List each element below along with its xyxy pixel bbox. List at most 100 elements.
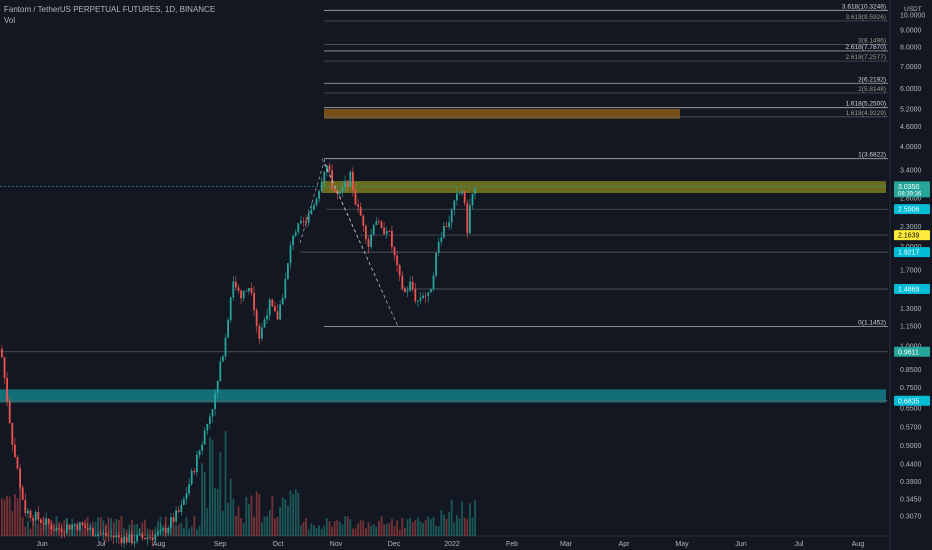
volume-bar xyxy=(292,494,294,536)
level-badge-0-6835[interactable] xyxy=(894,395,930,406)
volume-bar xyxy=(414,520,417,536)
time-label-12: Jun xyxy=(735,541,746,548)
volume-bar xyxy=(388,522,391,536)
fib-extension-drawing[interactable]: 3.618(10.3248)3.618(9.5926)3(8.1496)2.61… xyxy=(299,3,888,328)
candle xyxy=(261,327,263,339)
candle xyxy=(263,319,266,328)
candle xyxy=(414,288,417,302)
level-badge-0-9611[interactable] xyxy=(894,346,930,357)
candle xyxy=(424,295,427,297)
volume-bar xyxy=(352,528,354,536)
candle xyxy=(385,231,388,235)
candle xyxy=(167,527,170,533)
level-badge-2-5906[interactable] xyxy=(894,204,930,215)
volume-bar xyxy=(248,504,250,536)
current-price-badge[interactable] xyxy=(894,181,930,198)
volume-bar xyxy=(190,526,193,536)
candle xyxy=(287,263,289,280)
candle xyxy=(201,444,203,451)
price-tick-label: 1.3000 xyxy=(900,306,922,313)
candle xyxy=(1,348,3,358)
candle xyxy=(11,423,14,445)
price-tick-label: 6.0000 xyxy=(900,86,922,93)
time-label-10: Apr xyxy=(619,541,631,548)
volume-bar xyxy=(318,525,320,536)
candle xyxy=(219,361,222,382)
volume-bar xyxy=(474,500,476,536)
volume-bar xyxy=(3,499,6,536)
volume-bar xyxy=(73,523,76,536)
candle xyxy=(346,180,349,187)
candle xyxy=(216,381,219,394)
candle xyxy=(281,297,284,305)
level-badge-1-4869[interactable] xyxy=(894,284,930,295)
candle xyxy=(66,524,68,533)
volume-bar xyxy=(448,512,450,536)
time-label-5: Nov xyxy=(330,541,343,548)
candle xyxy=(274,306,276,312)
candle xyxy=(466,202,469,234)
volume-bar xyxy=(180,522,183,536)
price-tick-label: 2.8000 xyxy=(900,196,922,203)
candle xyxy=(289,245,292,264)
volume-bar xyxy=(435,525,437,536)
volume-bar xyxy=(19,485,21,536)
candle xyxy=(159,530,162,533)
candle xyxy=(229,297,232,321)
volume-bar xyxy=(63,520,66,536)
price-axis-bg xyxy=(892,0,932,550)
volume-bar xyxy=(68,529,71,536)
price-axis[interactable]: 10.0000 9.0000 8.0000 7.0000 6.0000 5.2000 4.6… xyxy=(892,0,932,550)
candle xyxy=(271,299,274,307)
volume-bar xyxy=(1,498,3,536)
fib-label-6: 2(5.8148) xyxy=(858,86,886,93)
fib-label-4: 2.618(7.2577) xyxy=(846,54,886,61)
volume-bar xyxy=(222,510,224,536)
volume-bar xyxy=(404,528,406,536)
candle xyxy=(443,225,445,238)
time-label-0: Jun xyxy=(36,541,47,548)
currency-label[interactable]: USDT xyxy=(904,6,922,13)
candle xyxy=(55,527,58,531)
volume-bar xyxy=(302,522,305,536)
price-tick-label: 5.2000 xyxy=(900,107,922,114)
price-tick-label: 0.3450 xyxy=(900,497,922,504)
volume-bar xyxy=(333,521,336,536)
volume-bar xyxy=(258,494,261,536)
candle xyxy=(141,533,144,538)
candle xyxy=(357,204,359,208)
candle xyxy=(266,315,268,320)
volume-bar xyxy=(271,496,274,536)
volume-bar xyxy=(440,510,443,536)
volume-bar xyxy=(242,523,245,536)
candle xyxy=(144,537,146,540)
price-tick-label: 0.3900 xyxy=(900,479,922,486)
time-axis[interactable]: Jun Jul Aug Sep Oct Nov Dec 2022 Feb Mar Apr May Jun… xyxy=(36,541,864,548)
level-badge-2-1639[interactable] xyxy=(894,230,930,241)
candle xyxy=(401,275,404,289)
candle xyxy=(406,290,409,292)
candle xyxy=(331,170,333,190)
fib-label-9: 1(3.6822) xyxy=(858,152,886,159)
volume-bar xyxy=(37,523,40,536)
volume-bar xyxy=(193,516,196,536)
volume-bar xyxy=(144,519,146,536)
volume-bar xyxy=(141,522,144,536)
candle xyxy=(63,532,66,533)
volume-bar xyxy=(383,524,385,536)
volume-bar xyxy=(375,526,378,536)
candle xyxy=(157,532,159,535)
volume-bar xyxy=(123,527,125,536)
candle xyxy=(99,533,102,535)
volume-bar xyxy=(276,516,279,536)
time-label-4: Oct xyxy=(273,541,284,548)
level-badge-1-9217[interactable] xyxy=(894,247,930,258)
candle xyxy=(354,189,357,205)
candle xyxy=(362,215,365,226)
volume-indicator-label[interactable]: Vol xyxy=(4,16,16,25)
symbol-title[interactable]: Fantom / TetherUS PERPETUAL FUTURES, 1D,… xyxy=(4,5,216,14)
candle xyxy=(313,205,315,210)
volume-bar xyxy=(362,520,365,536)
price-tick-label: 4.0000 xyxy=(900,144,922,151)
